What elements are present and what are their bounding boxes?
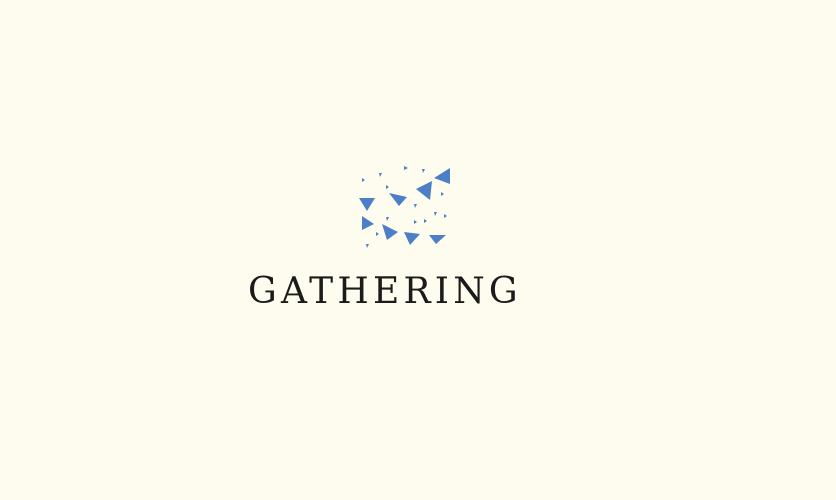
logo-triangle [362,216,374,230]
logo-dot [379,173,382,177]
logo-triangle [389,193,407,206]
logo-dot [444,214,447,218]
logo-dot [366,244,369,248]
logo-dot [376,232,379,236]
logo-triangle [382,224,398,240]
logo-dot [386,217,389,221]
logo-dot [404,166,408,170]
logo-dot [422,169,425,173]
logo-dot [441,192,444,196]
logo-dot [434,212,437,216]
logo-triangle [416,181,432,200]
logo-dot [386,185,389,189]
logo-dot [362,178,365,182]
logo-triangle [434,168,450,184]
logo-dot [424,219,427,223]
logo-dot [414,204,417,208]
scattered-triangles-icon [359,166,450,248]
brand-wordmark: GATHERING [248,271,522,312]
logo-triangle [404,232,420,245]
logo-dot [414,220,417,224]
logo-triangle [429,235,446,244]
logo-triangle [359,198,375,211]
